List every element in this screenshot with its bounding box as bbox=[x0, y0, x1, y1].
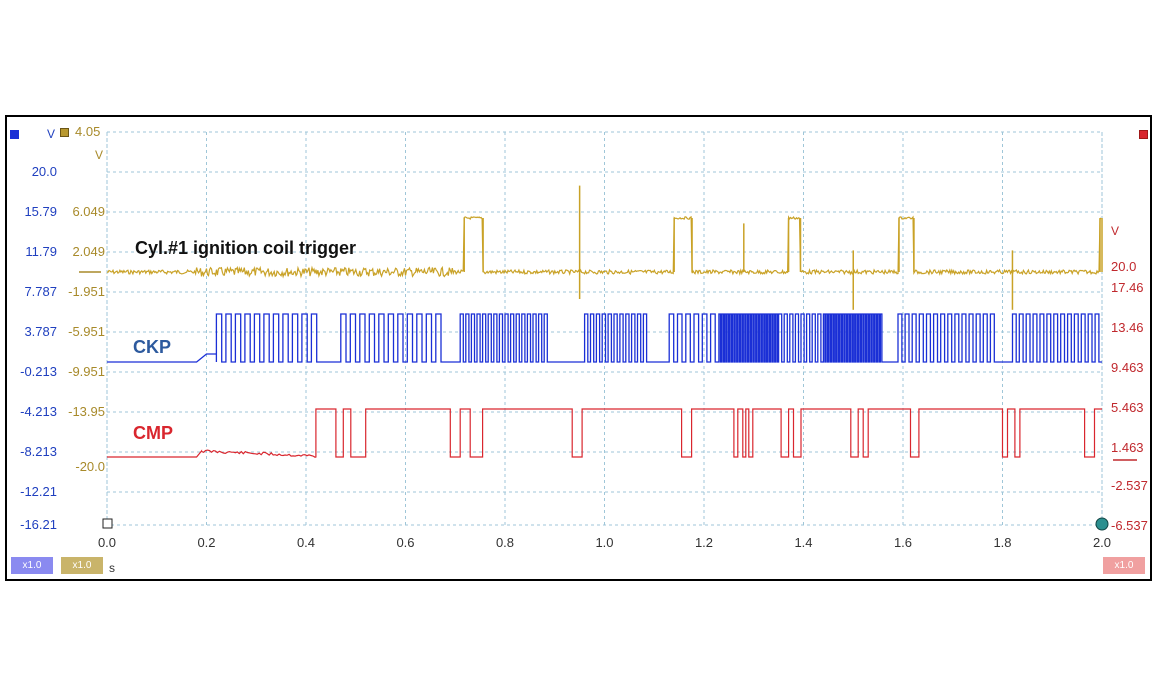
x-tick-label: 0.2 bbox=[197, 535, 215, 550]
ignition-trace bbox=[106, 215, 1102, 279]
x-axis-unit: s bbox=[109, 561, 115, 575]
gold-axis-tick: 2.049 bbox=[72, 244, 105, 259]
x-tick-label: 1.0 bbox=[595, 535, 613, 550]
ckp-trace bbox=[107, 313, 1102, 363]
blue-axis-tick: 11.79 bbox=[25, 244, 57, 259]
ignition-trace-label: Cyl.#1 ignition coil trigger bbox=[135, 238, 356, 258]
red-channel-marker[interactable] bbox=[1139, 130, 1148, 139]
gold-scale-button[interactable]: x1.0 bbox=[61, 557, 103, 574]
red-axis-tick: 1.463 bbox=[1111, 440, 1144, 455]
x-tick-label: 1.6 bbox=[894, 535, 912, 550]
x-tick-label: 0.8 bbox=[496, 535, 514, 550]
time-cursor-end-marker[interactable] bbox=[1095, 517, 1109, 531]
red-axis-tick: 9.463 bbox=[1111, 360, 1144, 375]
x-tick-label: 0.4 bbox=[297, 535, 315, 550]
cmp-trace-label: CMP bbox=[133, 423, 173, 443]
plot-frame bbox=[106, 131, 1103, 526]
red-axis-tick: 20.0 bbox=[1111, 259, 1136, 274]
x-tick-label: 0.0 bbox=[98, 535, 116, 550]
ckp-trace-label: CKP bbox=[133, 337, 171, 357]
red-axis-tick: -2.537 bbox=[1111, 478, 1148, 493]
red-scale-button[interactable]: x1.0 bbox=[1103, 557, 1145, 574]
blue-axis-tick: 7.787 bbox=[24, 284, 57, 299]
gold-axis-tick: -13.95 bbox=[68, 404, 105, 419]
red-axis-unit: V bbox=[1111, 224, 1119, 238]
blue-axis-tick: 20.0 bbox=[32, 164, 57, 179]
plot-area bbox=[107, 132, 1102, 525]
x-tick-label: 0.6 bbox=[396, 535, 414, 550]
gold-axis-tick: -20.0 bbox=[75, 459, 105, 474]
time-cursor-start-marker[interactable] bbox=[102, 518, 113, 529]
gold-channel-marker[interactable] bbox=[60, 128, 69, 137]
blue-axis-unit: V bbox=[47, 127, 55, 141]
x-tick-label: 1.2 bbox=[695, 535, 713, 550]
blue-axis-tick: 15.79 bbox=[24, 204, 57, 219]
gold-axis-tick: 4.05 bbox=[75, 124, 100, 139]
x-tick-label: 1.4 bbox=[794, 535, 812, 550]
blue-scale-button[interactable]: x1.0 bbox=[11, 557, 53, 574]
blue-channel-marker[interactable] bbox=[10, 130, 19, 139]
blue-axis-tick: 3.787 bbox=[24, 324, 57, 339]
red-axis-tick: 5.463 bbox=[1111, 400, 1144, 415]
blue-axis-tick: -4.213 bbox=[20, 404, 57, 419]
oscilloscope-window: 0.0 0.2 0.4 0.6 0.8 1.0 1.2 1.4 1.6 1.8 2.0 s V 20.0 1… bbox=[5, 115, 1152, 581]
gold-axis-tick: -9.951 bbox=[68, 364, 105, 379]
red-axis-tick: -6.537 bbox=[1111, 518, 1148, 533]
x-tick-label: 1.8 bbox=[993, 535, 1011, 550]
blue-axis-tick: -16.21 bbox=[20, 517, 57, 532]
blue-axis-tick: -12.21 bbox=[20, 484, 57, 499]
gold-axis-unit: V bbox=[95, 148, 103, 162]
x-tick-label: 2.0 bbox=[1093, 535, 1111, 550]
cmp-trace bbox=[107, 408, 1102, 458]
scope-plot: 0.0 0.2 0.4 0.6 0.8 1.0 1.2 1.4 1.6 1.8 2.0 s V 20.0 1… bbox=[20, 124, 1148, 575]
blue-axis-tick: -0.213 bbox=[20, 364, 57, 379]
gold-axis-tick: 6.049 bbox=[72, 204, 105, 219]
gold-axis-tick: -5.951 bbox=[68, 324, 105, 339]
red-axis-tick: 13.46 bbox=[1111, 320, 1144, 335]
red-axis-tick: 17.46 bbox=[1111, 280, 1144, 295]
blue-axis-tick: -8.213 bbox=[20, 444, 57, 459]
gold-axis-tick: -1.951 bbox=[68, 284, 105, 299]
